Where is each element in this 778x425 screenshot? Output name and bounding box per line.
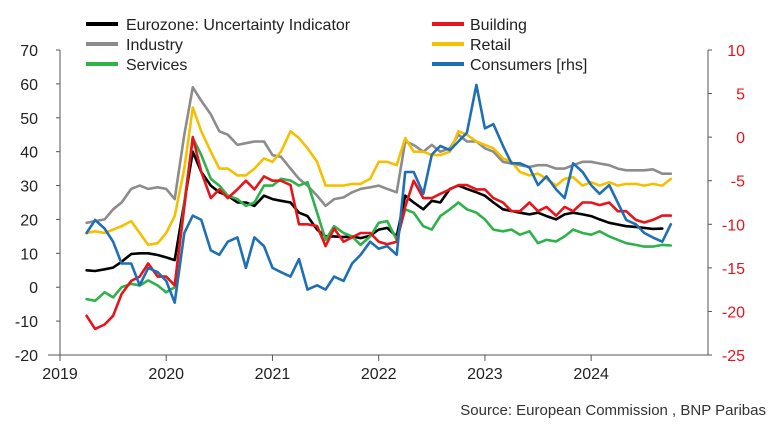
left-tick-label-50: 50 (20, 111, 38, 128)
x-tick-label-2021: 2021 (255, 366, 291, 383)
right-tick-label--20: -20 (722, 304, 745, 321)
left-tick-label--20: -20 (15, 348, 38, 365)
right-tick-label--5: -5 (731, 174, 745, 191)
x-tick-label-2023: 2023 (467, 366, 503, 383)
left-tick-label-0: 0 (29, 280, 38, 297)
right-tick-label--10: -10 (722, 217, 745, 234)
right-tick-label--25: -25 (722, 348, 745, 365)
x-axis-ticks: 2019 2020 2021 2022 2023 2024 (42, 355, 609, 383)
x-tick-label-2024: 2024 (573, 366, 609, 383)
legend-label-services: Services (126, 57, 187, 74)
legend-label-uncertainty: Eurozone: Uncertainty Indicator (126, 17, 351, 34)
left-tick-label-60: 60 (20, 77, 38, 94)
series-line-retail (85, 106, 673, 247)
left-tick-label-20: 20 (20, 212, 38, 229)
series-lines (85, 83, 673, 331)
x-tick-label-2022: 2022 (361, 366, 397, 383)
right-tick-label-10: 10 (727, 43, 745, 60)
x-tick-label-2019: 2019 (42, 366, 78, 383)
left-tick-label-30: 30 (20, 179, 38, 196)
legend-label-building: Building (470, 17, 527, 34)
legend-label-retail: Retail (470, 37, 511, 54)
legend: Eurozone: Uncertainty Indicator Building… (86, 17, 587, 74)
legend-label-industry: Industry (126, 37, 183, 54)
y-axis-left-ticks: -20 -10 0 10 20 30 40 50 60 70 (15, 43, 60, 365)
source-note: Source: European Commission , BNP Pariba… (460, 402, 766, 419)
left-tick-label-40: 40 (20, 145, 38, 162)
series-line-consumers-rhs (85, 83, 673, 305)
y-axis-right-ticks: -25 -20 -15 -10 -5 0 5 10 (708, 43, 745, 365)
legend-label-consumers: Consumers [rhs] (470, 57, 587, 74)
right-tick-label-5: 5 (736, 87, 745, 104)
chart-axes (48, 50, 709, 356)
series-line-building (85, 135, 673, 331)
left-tick-label-10: 10 (20, 246, 38, 263)
right-tick-label--15: -15 (722, 261, 745, 278)
left-tick-label-70: 70 (20, 43, 38, 60)
x-tick-label-2020: 2020 (148, 366, 184, 383)
left-tick-label--10: -10 (15, 314, 38, 331)
right-tick-label-0: 0 (736, 130, 745, 147)
